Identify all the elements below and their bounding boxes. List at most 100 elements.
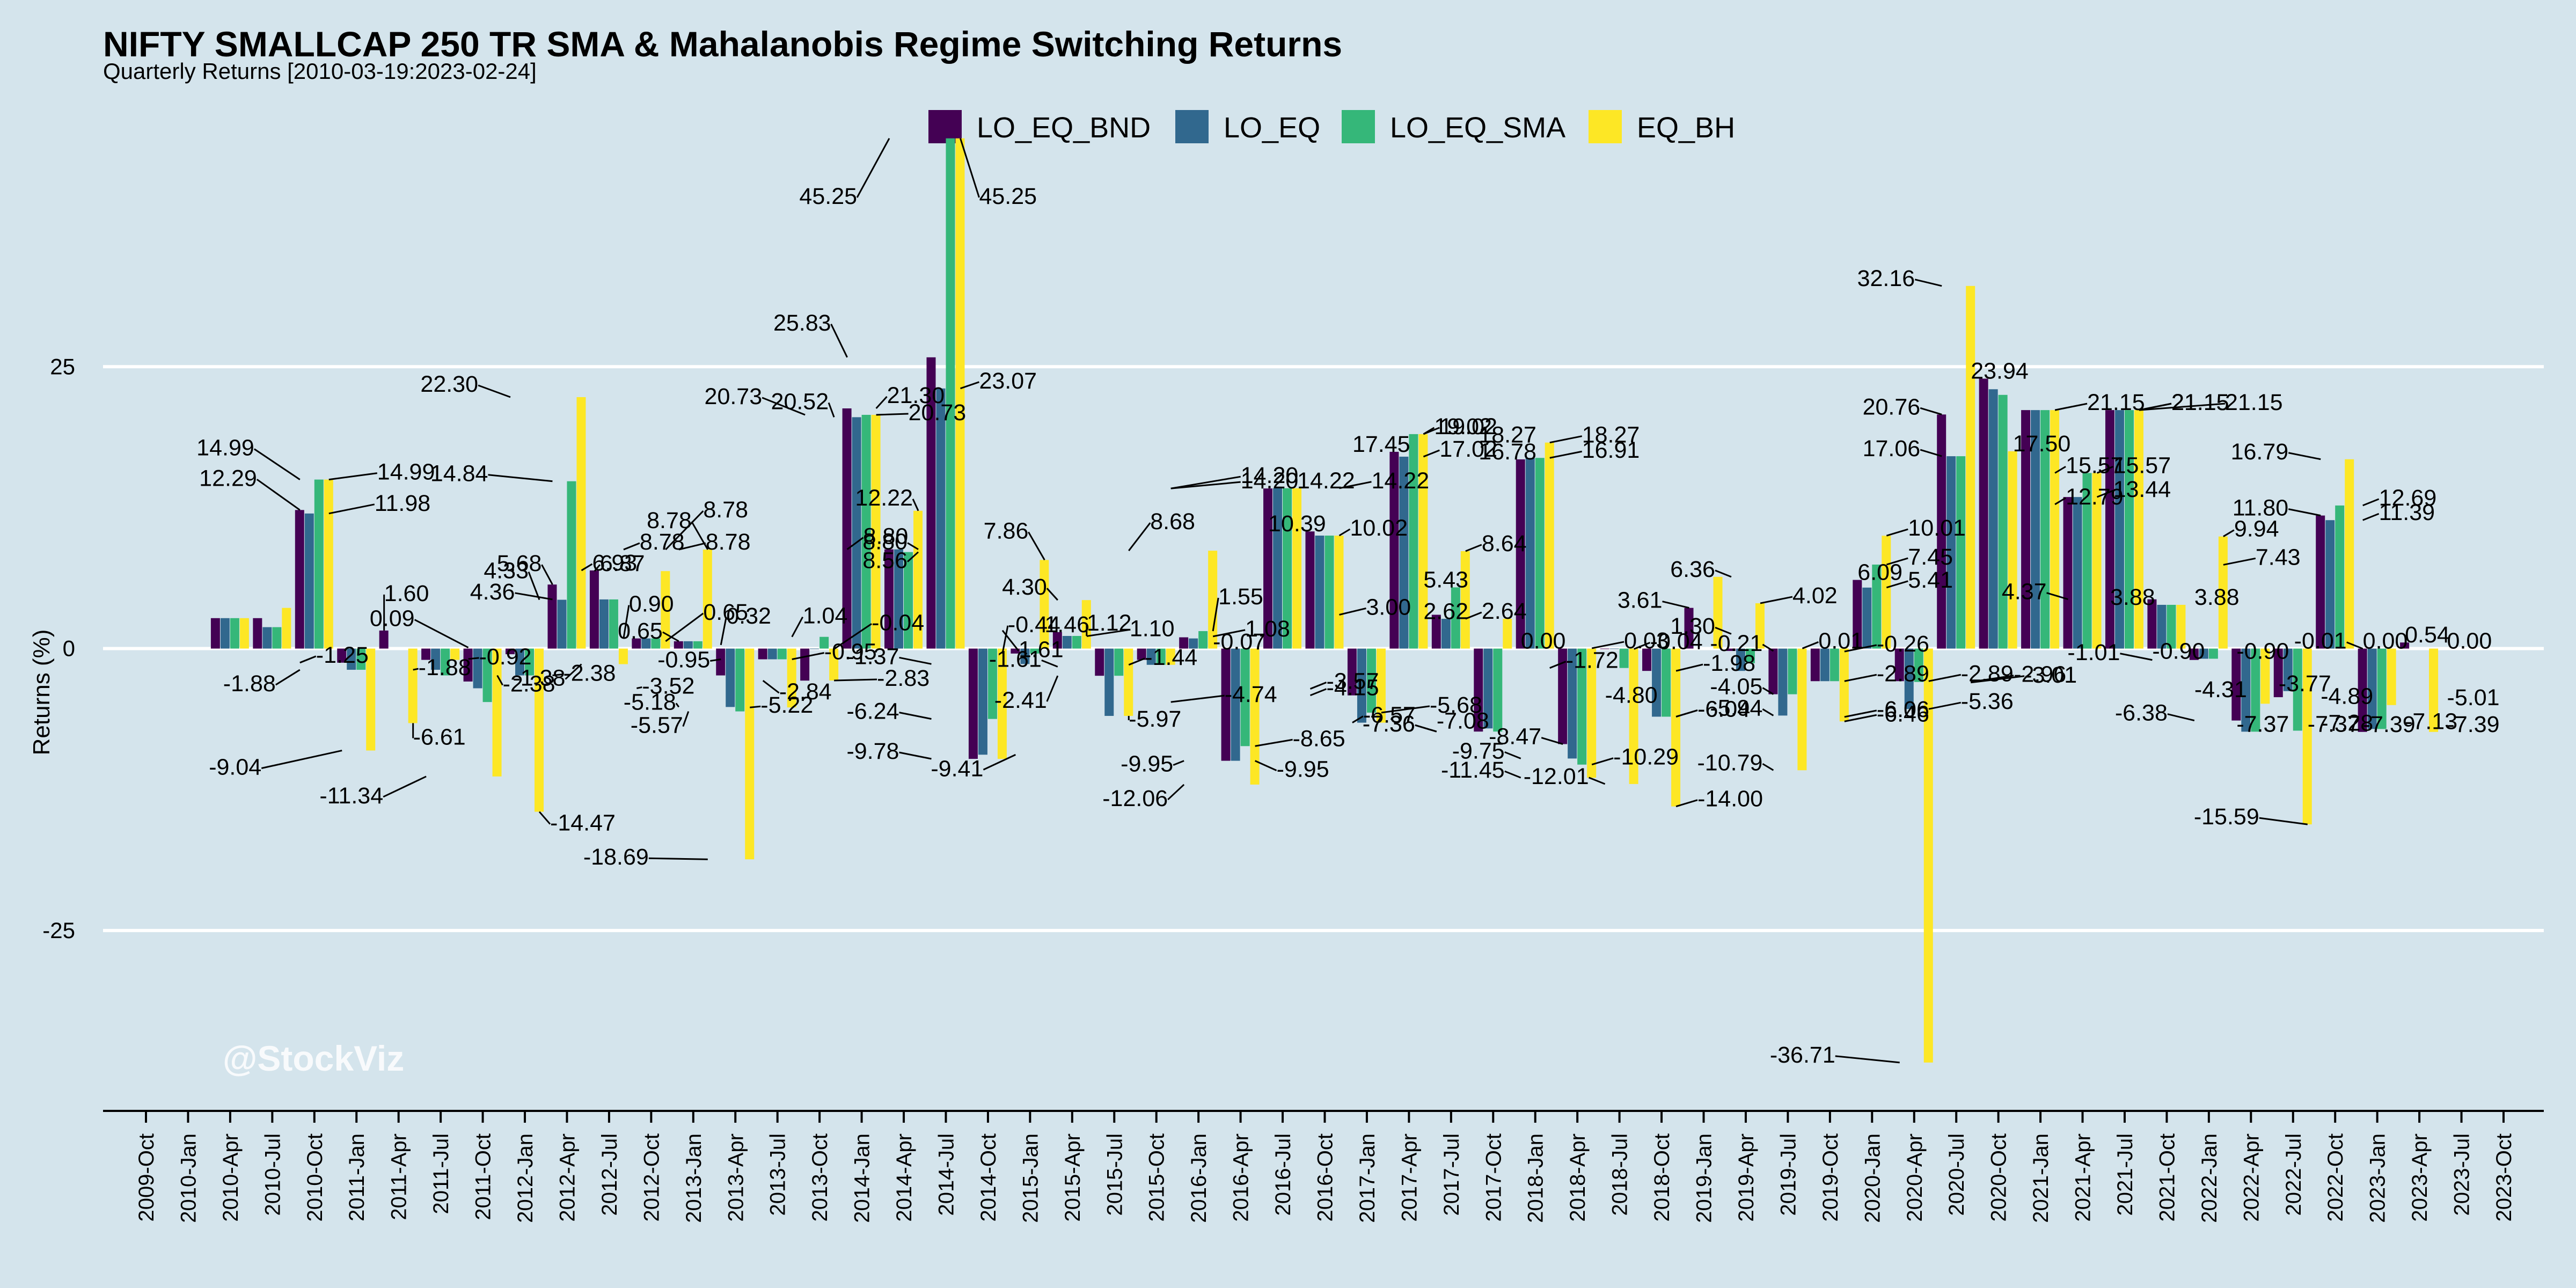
x-tick-label: 2019-Jul bbox=[1776, 1133, 1800, 1216]
data-label: 0.90 bbox=[629, 591, 674, 617]
label-leader bbox=[299, 655, 317, 664]
data-label: 8.80 bbox=[862, 529, 908, 555]
data-label: 6.09 bbox=[1857, 560, 1902, 586]
x-tick-label: 2023-Apr bbox=[2408, 1133, 2432, 1222]
data-label: 21.15 bbox=[2171, 390, 2229, 415]
bar-eq_bh-2020-oct bbox=[2008, 451, 2017, 649]
label-leader-lines bbox=[253, 138, 2380, 1064]
label-leader bbox=[636, 686, 642, 689]
label-leader bbox=[468, 657, 479, 660]
bar-eq_bh-2013-jul bbox=[787, 648, 796, 708]
label-leader bbox=[1338, 528, 1351, 537]
bar-lo_eq-2014-oct bbox=[978, 648, 987, 755]
x-tick-label: 2014-Apr bbox=[892, 1133, 916, 1222]
data-label: 14.99 bbox=[377, 459, 435, 485]
label-leader bbox=[1128, 657, 1145, 666]
label-leader bbox=[1046, 675, 1059, 702]
bar-lo_eq_sma-2014-oct bbox=[987, 648, 997, 719]
x-tick-label: 2017-Jan bbox=[1356, 1133, 1379, 1223]
bar-lo_eq-2014-apr bbox=[894, 549, 904, 649]
data-label: 5.41 bbox=[1908, 567, 1953, 593]
label-leader bbox=[2120, 653, 2153, 661]
x-tick-label: 2019-Jan bbox=[1693, 1133, 1716, 1223]
data-label: 4.33 bbox=[484, 558, 529, 584]
bar-lo_eq_sma-2018-jan bbox=[1535, 458, 1545, 649]
label-leader bbox=[1844, 674, 1877, 682]
data-label: -0.92 bbox=[479, 644, 532, 670]
label-leader bbox=[1971, 675, 2025, 684]
bar-lo_eq-2013-jan bbox=[683, 641, 693, 649]
x-tick-label: 2011-Apr bbox=[387, 1133, 411, 1220]
label-leader bbox=[515, 592, 553, 601]
data-label: 14.84 bbox=[430, 461, 488, 487]
bar-lo_eq_bnd-2017-apr bbox=[1389, 451, 1399, 649]
x-tick-label: 2010-Apr bbox=[219, 1133, 243, 1222]
bar-lo_eq_sma-2012-oct bbox=[651, 638, 661, 649]
bar-eq_bh-2022-apr bbox=[2260, 648, 2270, 704]
data-label: -1.72 bbox=[1566, 648, 1619, 674]
bar-lo_eq-2018-apr bbox=[1568, 648, 1577, 759]
bar-eq_bh-2016-jul bbox=[1292, 488, 1302, 649]
bar-lo_eq_bnd-2016-jan bbox=[1179, 637, 1189, 649]
x-tick-label: 2010-Jul bbox=[261, 1133, 284, 1216]
data-label: 8.78 bbox=[647, 508, 692, 533]
bar-lo_eq-2020-apr bbox=[1904, 648, 1914, 709]
data-label: -1.61 bbox=[989, 646, 1042, 672]
data-label: -3.57 bbox=[1327, 669, 1379, 694]
data-label: 8.80 bbox=[863, 524, 909, 550]
bar-lo_eq-2021-jan bbox=[2031, 410, 2040, 649]
x-tick-label: 2009-Oct bbox=[135, 1133, 158, 1222]
label-leader bbox=[1212, 629, 1246, 638]
data-label: -6.06 bbox=[1877, 697, 1929, 722]
label-leader bbox=[1255, 738, 1293, 747]
bar-eq_bh-2012-jul bbox=[618, 648, 628, 664]
bar-eq_bh-2021-apr bbox=[2092, 473, 2102, 649]
label-leader bbox=[1920, 407, 1942, 415]
bar-lo_eq_sma-2018-oct bbox=[1662, 648, 1671, 717]
label-leader bbox=[1844, 714, 1877, 722]
y-tick-label: 0 bbox=[63, 636, 75, 661]
label-leader bbox=[275, 669, 301, 686]
bar-eq_bh-2016-jan bbox=[1208, 551, 1218, 649]
bar-lo_eq_sma-2020-oct bbox=[1998, 394, 2008, 649]
x-tick-label: 2014-Jan bbox=[851, 1133, 874, 1223]
data-label: -7.36 bbox=[1363, 711, 1415, 737]
data-label: 7.86 bbox=[984, 518, 1029, 544]
x-tick-label: 2012-Oct bbox=[640, 1133, 663, 1222]
label-leader bbox=[1549, 661, 1567, 669]
bar-eq_bh-2014-jul bbox=[955, 138, 965, 649]
data-label: 16.91 bbox=[1582, 437, 1640, 463]
label-leader bbox=[1886, 528, 1908, 537]
label-leader bbox=[2046, 592, 2068, 601]
label-leader bbox=[1715, 569, 1732, 578]
x-tick-label: 2015-Apr bbox=[1061, 1133, 1085, 1222]
bar-lo_eq_bnd-2013-jan bbox=[674, 641, 683, 649]
label-leader bbox=[2054, 497, 2066, 506]
x-tick-label: 2019-Apr bbox=[1735, 1133, 1758, 1222]
bar-lo_eq-2013-jul bbox=[767, 648, 777, 660]
bar-lo_eq_bnd-2010-jul bbox=[253, 618, 262, 649]
data-label: 21.15 bbox=[2087, 390, 2145, 415]
bar-lo_eq_bnd-2014-jan bbox=[842, 408, 852, 649]
label-leader bbox=[1352, 715, 1364, 723]
bar-eq_bh-2022-oct bbox=[2345, 459, 2354, 649]
data-label: 9.94 bbox=[2234, 516, 2279, 542]
data-label: -1.01 bbox=[2067, 640, 2120, 665]
x-tick-label: 2012-Jan bbox=[514, 1133, 537, 1223]
bar-lo_eq_bnd-2019-oct bbox=[1810, 648, 1820, 682]
data-label: -7.36 bbox=[1363, 711, 1415, 737]
bar-eq_bh-2015-oct bbox=[1166, 648, 1175, 665]
bar-eq_bh-2010-oct bbox=[324, 479, 333, 649]
label-leader bbox=[1465, 544, 1482, 552]
data-label: 0.00 bbox=[2363, 628, 2408, 654]
bar-eq_bh-2019-oct bbox=[1839, 648, 1849, 722]
data-label: 12.69 bbox=[2379, 485, 2437, 511]
bar-lo_eq_bnd-2020-oct bbox=[1979, 378, 1988, 649]
bar-lo_eq-2019-apr bbox=[1736, 648, 1745, 671]
label-leader bbox=[834, 678, 877, 682]
data-label: 18.27 bbox=[1582, 422, 1640, 448]
data-label: -5.36 bbox=[1961, 689, 2014, 714]
bar-lo_eq-2010-oct bbox=[304, 513, 314, 649]
data-label: 15.57 bbox=[2066, 452, 2124, 478]
bar-lo_eq-2023-jan bbox=[2367, 648, 2377, 729]
